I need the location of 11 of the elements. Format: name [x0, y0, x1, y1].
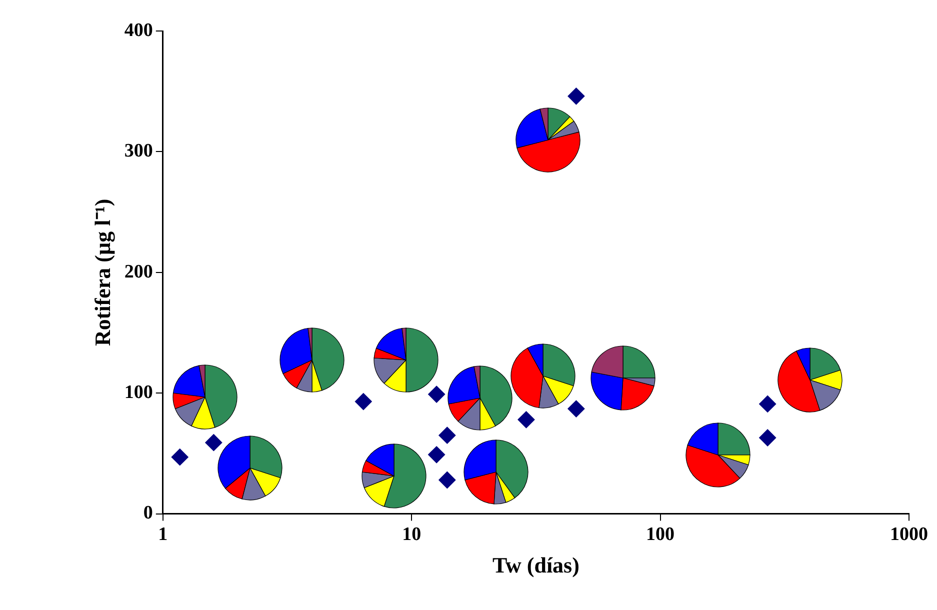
y-axis-title: Rotifera (µg l⁻¹)	[90, 198, 115, 346]
y-tick-label: 0	[143, 502, 153, 524]
x-tick-label: 1	[158, 524, 168, 546]
x-tick-label: 100	[646, 524, 675, 546]
x-tick-label: 1000	[890, 524, 928, 546]
x-axis-title: Tw (días)	[492, 552, 580, 578]
y-tick-label: 400	[124, 20, 153, 41]
x-tick-label: 10	[402, 524, 422, 546]
y-tick-label: 300	[124, 140, 153, 162]
y-tick-label: 200	[124, 261, 153, 282]
y-tick-label: 100	[124, 382, 153, 404]
